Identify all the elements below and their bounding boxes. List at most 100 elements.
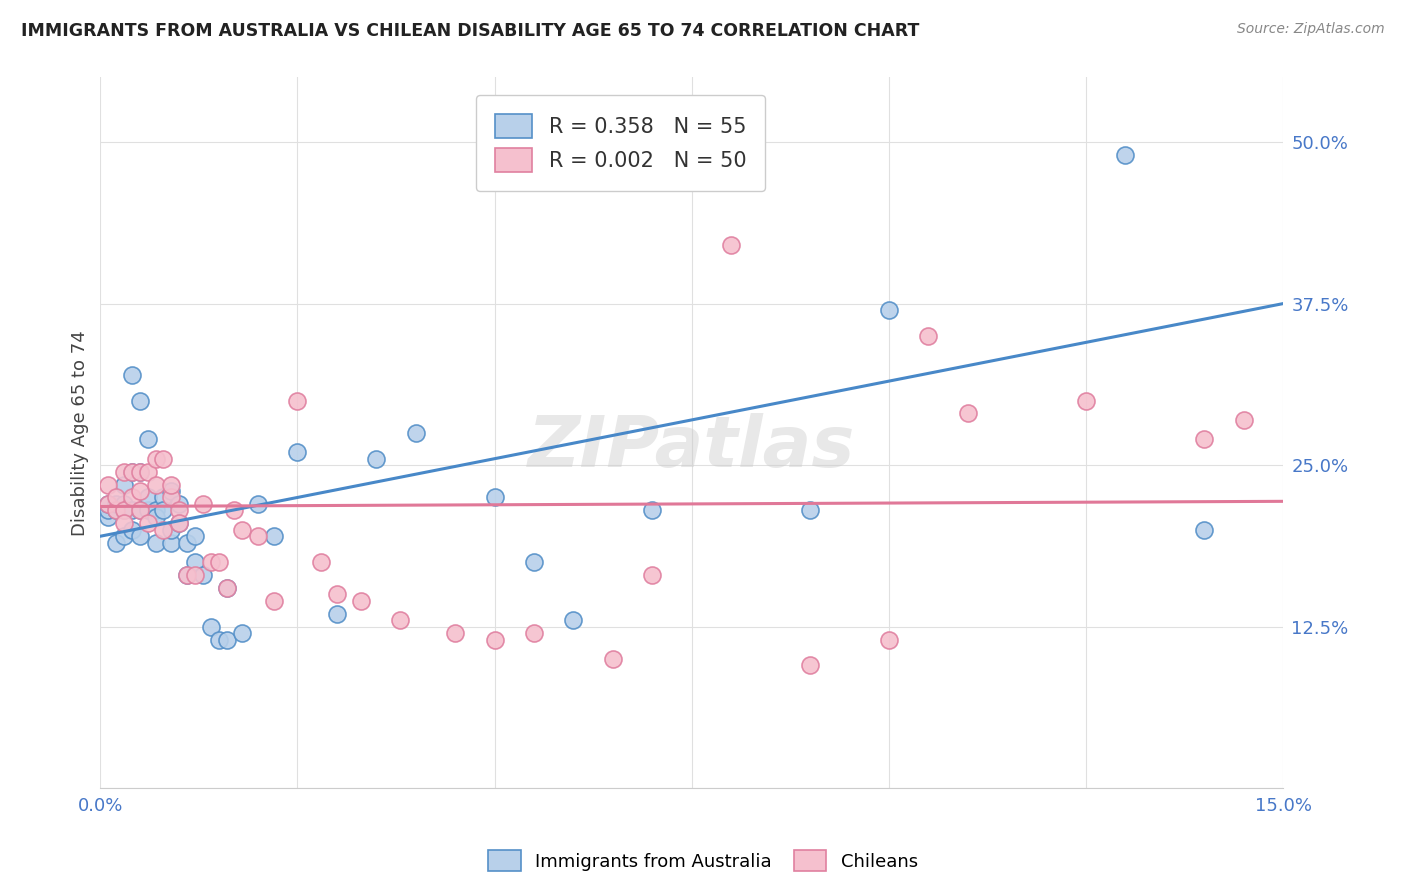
Point <box>121 503 143 517</box>
Point <box>112 465 135 479</box>
Point <box>112 529 135 543</box>
Point <box>112 503 135 517</box>
Point <box>799 503 821 517</box>
Point <box>136 516 159 531</box>
Point <box>1074 393 1097 408</box>
Point <box>602 652 624 666</box>
Point <box>523 626 546 640</box>
Text: IMMIGRANTS FROM AUSTRALIA VS CHILEAN DISABILITY AGE 65 TO 74 CORRELATION CHART: IMMIGRANTS FROM AUSTRALIA VS CHILEAN DIS… <box>21 22 920 40</box>
Point <box>1114 148 1136 162</box>
Point <box>145 535 167 549</box>
Point <box>128 503 150 517</box>
Point <box>287 393 309 408</box>
Point <box>121 368 143 382</box>
Point <box>405 425 427 440</box>
Point <box>247 529 270 543</box>
Point <box>97 477 120 491</box>
Point <box>263 529 285 543</box>
Point <box>326 607 349 621</box>
Point <box>97 497 120 511</box>
Point <box>105 503 128 517</box>
Point <box>167 516 190 531</box>
Point <box>231 523 253 537</box>
Point <box>105 535 128 549</box>
Y-axis label: Disability Age 65 to 74: Disability Age 65 to 74 <box>72 330 89 536</box>
Point <box>105 497 128 511</box>
Point <box>152 523 174 537</box>
Point <box>152 491 174 505</box>
Point <box>641 503 664 517</box>
Point <box>97 503 120 517</box>
Point <box>207 632 229 647</box>
Point <box>176 535 198 549</box>
Point <box>287 445 309 459</box>
Point <box>136 432 159 446</box>
Point <box>247 497 270 511</box>
Point <box>160 535 183 549</box>
Point <box>97 509 120 524</box>
Point <box>388 613 411 627</box>
Point <box>167 503 190 517</box>
Point <box>191 497 214 511</box>
Point <box>366 451 388 466</box>
Point <box>917 329 939 343</box>
Point <box>309 555 332 569</box>
Point <box>128 503 150 517</box>
Point <box>105 491 128 505</box>
Point <box>176 568 198 582</box>
Point <box>176 568 198 582</box>
Legend: R = 0.358   N = 55, R = 0.002   N = 50: R = 0.358 N = 55, R = 0.002 N = 50 <box>477 95 765 191</box>
Point <box>263 594 285 608</box>
Point <box>121 491 143 505</box>
Point <box>799 658 821 673</box>
Point <box>112 477 135 491</box>
Point <box>121 465 143 479</box>
Point <box>215 581 238 595</box>
Point <box>720 238 742 252</box>
Legend: Immigrants from Australia, Chileans: Immigrants from Australia, Chileans <box>481 843 925 879</box>
Point <box>128 483 150 498</box>
Point <box>877 632 900 647</box>
Point <box>200 555 222 569</box>
Point <box>956 407 979 421</box>
Point <box>167 516 190 531</box>
Point <box>112 516 135 531</box>
Point <box>136 465 159 479</box>
Point <box>184 568 207 582</box>
Point <box>160 491 183 505</box>
Point <box>215 581 238 595</box>
Point <box>128 465 150 479</box>
Point <box>215 632 238 647</box>
Point <box>1194 523 1216 537</box>
Point <box>152 451 174 466</box>
Point <box>128 465 150 479</box>
Text: Source: ZipAtlas.com: Source: ZipAtlas.com <box>1237 22 1385 37</box>
Point <box>105 503 128 517</box>
Point <box>484 491 506 505</box>
Point <box>523 555 546 569</box>
Point <box>207 555 229 569</box>
Point <box>200 620 222 634</box>
Point <box>562 613 585 627</box>
Point <box>184 529 207 543</box>
Point <box>121 465 143 479</box>
Point <box>112 503 135 517</box>
Point <box>231 626 253 640</box>
Point <box>484 632 506 647</box>
Point <box>184 555 207 569</box>
Point <box>160 483 183 498</box>
Point <box>349 594 371 608</box>
Point <box>160 477 183 491</box>
Point <box>641 568 664 582</box>
Point <box>444 626 467 640</box>
Point <box>145 503 167 517</box>
Point <box>128 529 150 543</box>
Point <box>160 523 183 537</box>
Point <box>136 503 159 517</box>
Point <box>1233 413 1256 427</box>
Point <box>136 491 159 505</box>
Point <box>145 509 167 524</box>
Point <box>121 523 143 537</box>
Point <box>97 497 120 511</box>
Point <box>224 503 246 517</box>
